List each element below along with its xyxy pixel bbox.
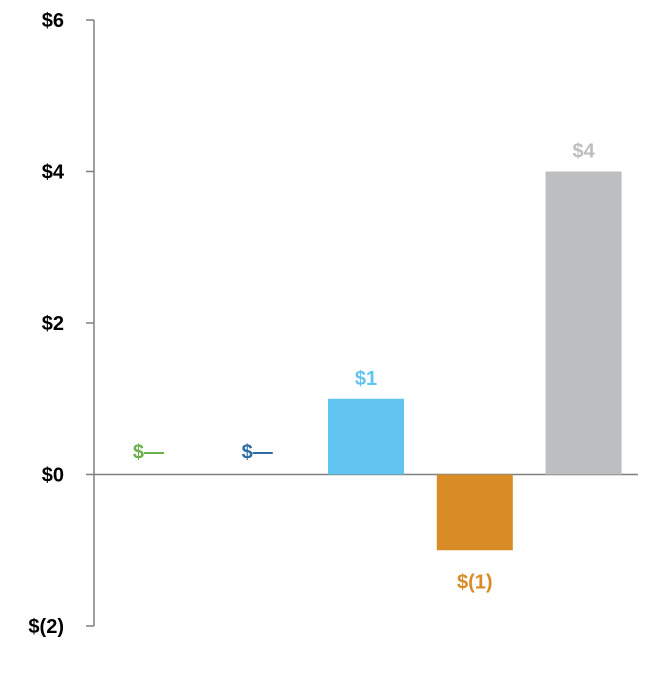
- bar: [545, 171, 622, 475]
- data-label: $—: [133, 442, 164, 464]
- y-tick-label: $4: [42, 162, 65, 184]
- data-label: $4: [572, 141, 595, 163]
- data-label: $1: [355, 368, 377, 390]
- y-tick-label: $(2): [28, 616, 64, 638]
- bar: [436, 474, 513, 551]
- data-label: $(1): [457, 571, 493, 593]
- y-tick-label: $0: [42, 465, 64, 487]
- bar: [328, 398, 404, 475]
- data-label: $—: [242, 442, 273, 464]
- axes: $6 $4 $2 $0 $(2): [28, 10, 638, 638]
- y-tick-label: $6: [42, 10, 64, 32]
- data-labels: $— $— $1 $(1) $4: [133, 141, 596, 594]
- y-tick-label: $2: [42, 313, 64, 335]
- bars: [328, 171, 622, 551]
